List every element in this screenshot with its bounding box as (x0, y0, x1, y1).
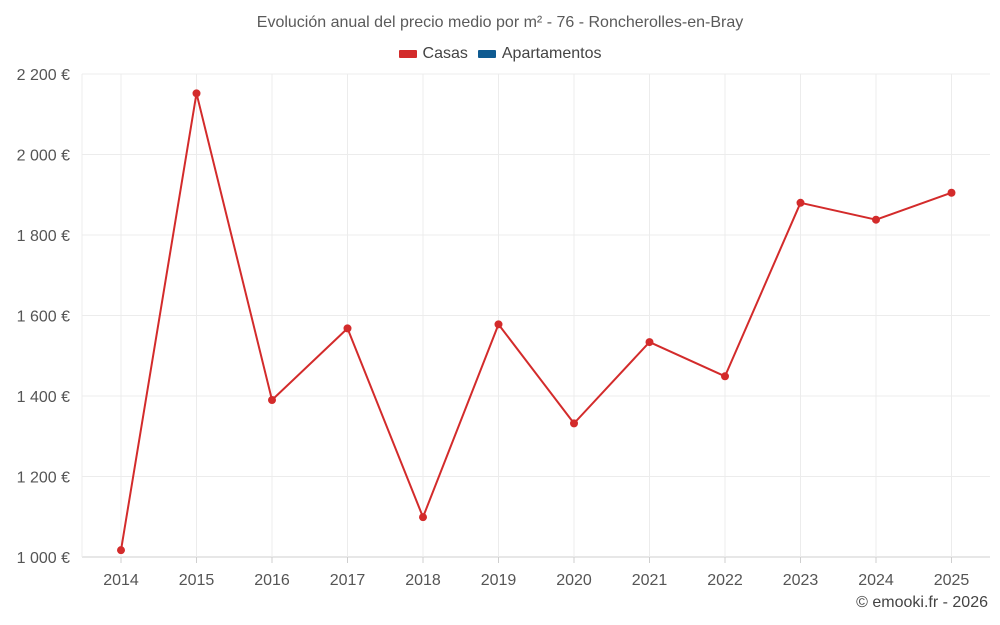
y-tick-label: 1 800 € (17, 228, 70, 245)
legend-item-apartamentos[interactable]: Apartamentos (477, 45, 602, 63)
x-tick-label: 2015 (179, 572, 215, 589)
data-point (343, 324, 352, 333)
data-point (494, 320, 503, 329)
x-tick-label: 2022 (707, 572, 743, 589)
y-tick-label: 1 200 € (17, 470, 70, 487)
legend-item-casas[interactable]: Casas (398, 45, 468, 63)
data-point (419, 513, 427, 522)
legend-swatch-casas (398, 50, 417, 58)
data-point (192, 89, 201, 98)
y-tick-label: 1 400 € (17, 389, 70, 406)
data-point (645, 338, 654, 347)
x-tick-label: 2014 (103, 572, 139, 589)
chart-title: Evolución anual del precio medio por m² … (256, 14, 744, 31)
data-point (268, 396, 276, 405)
x-tick-label: 2017 (330, 572, 366, 589)
x-tick-label: 2016 (254, 572, 290, 589)
data-point (117, 546, 125, 555)
data-point (872, 215, 880, 224)
data-point (570, 419, 578, 428)
series-line-casas (120, 92, 952, 551)
x-tick-label: 2018 (405, 572, 441, 589)
y-tick-label: 2 000 € (17, 148, 70, 165)
x-tick-label: 2024 (858, 572, 894, 589)
x-tick-label: 2025 (934, 572, 970, 589)
x-tick-label: 2021 (632, 572, 668, 589)
y-tick-label: 2 200 € (17, 67, 70, 84)
legend-label-apartamentos: Apartamentos (501, 45, 602, 62)
y-tick-label: 1 000 € (17, 550, 70, 567)
y-tick-label: 1 600 € (17, 309, 70, 326)
x-tick-label: 2020 (556, 572, 592, 589)
data-point (947, 188, 956, 197)
chart-legend: Casas Apartamentos (0, 45, 1000, 63)
credit-text: © emooki.fr - 2026 (856, 594, 988, 611)
legend-swatch-apartamentos (477, 50, 496, 58)
data-point (721, 372, 729, 381)
data-point (796, 198, 805, 207)
x-tick-label: 2023 (783, 572, 819, 589)
x-tick-label: 2019 (481, 572, 517, 589)
legend-label-casas: Casas (422, 45, 468, 62)
